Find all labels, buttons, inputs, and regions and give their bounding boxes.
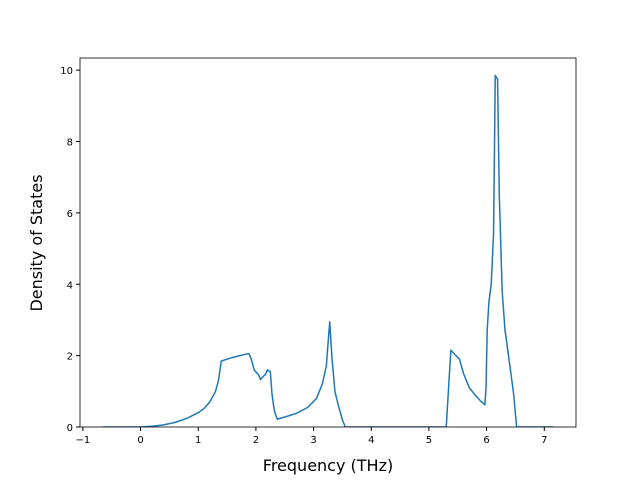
y-tick-label: 2 xyxy=(67,352,73,363)
y-axis-label: Density of States xyxy=(27,174,46,311)
y-tick-label: 10 xyxy=(60,66,73,77)
x-tick-label: −1 xyxy=(76,435,91,446)
x-tick-label: 2 xyxy=(253,435,259,446)
x-tick-label: 7 xyxy=(541,435,547,446)
x-tick-label: 3 xyxy=(310,435,316,446)
y-tick-label: 4 xyxy=(67,280,73,291)
y-tick-label: 8 xyxy=(67,138,73,149)
plot-frame xyxy=(79,57,577,428)
line xyxy=(102,74,554,427)
x-axis-label: Frequency (THz) xyxy=(263,456,393,475)
y-tick-label: 6 xyxy=(67,209,73,220)
x-tick-label: 0 xyxy=(137,435,143,446)
x-tick-label: 1 xyxy=(195,435,201,446)
x-tick-label: 4 xyxy=(368,435,374,446)
y-tick-label: 0 xyxy=(67,423,73,434)
x-tick-label: 5 xyxy=(426,435,432,446)
x-tick-label: 6 xyxy=(483,435,489,446)
